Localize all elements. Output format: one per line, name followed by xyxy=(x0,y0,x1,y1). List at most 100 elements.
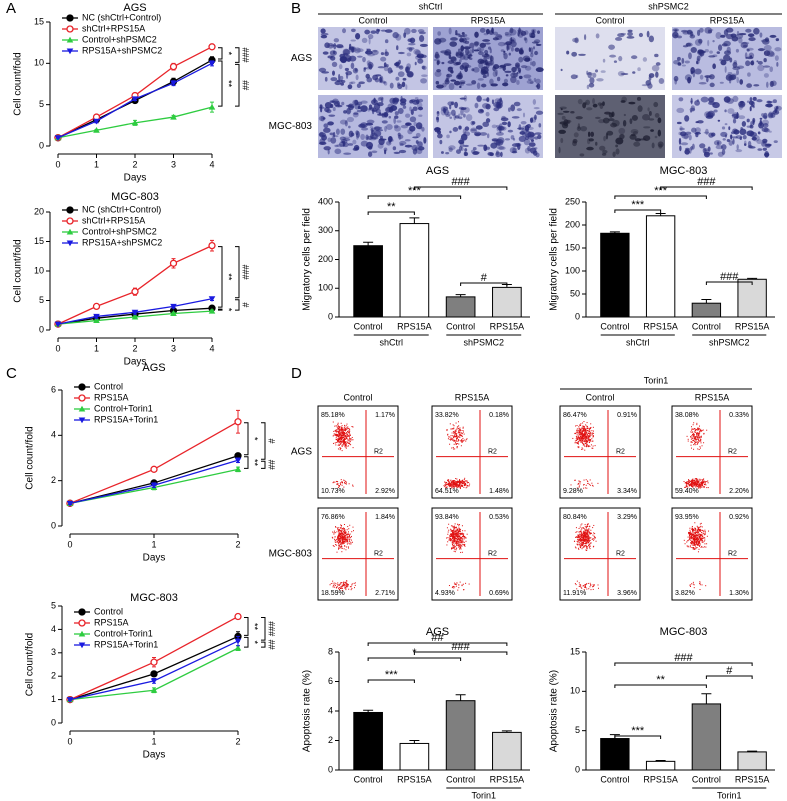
event-dot xyxy=(587,440,589,442)
cell xyxy=(522,112,526,118)
event-dot xyxy=(454,534,456,536)
event-dot xyxy=(700,537,702,539)
cell xyxy=(677,35,682,39)
cell xyxy=(420,54,427,58)
event-dot xyxy=(586,529,588,531)
event-dot xyxy=(591,432,593,434)
event-dot xyxy=(338,486,340,488)
event-dot xyxy=(455,527,457,529)
event-dot xyxy=(577,534,579,536)
cell xyxy=(681,29,689,33)
event-dot xyxy=(586,534,588,536)
event-dot xyxy=(348,442,350,444)
event-dot xyxy=(462,541,464,543)
event-dot xyxy=(704,483,706,485)
event-dot xyxy=(586,435,588,437)
cell xyxy=(735,48,739,53)
cell xyxy=(651,64,660,72)
event-dot xyxy=(452,439,454,441)
event-dot xyxy=(706,429,708,431)
event-dot xyxy=(702,535,704,537)
event-dot xyxy=(581,539,583,541)
event-dot xyxy=(693,422,695,424)
quadrant-percent: 3.34% xyxy=(617,488,637,495)
y-tick-label: 0 xyxy=(39,140,44,150)
event-dot xyxy=(577,442,579,444)
y-tick-label: 400 xyxy=(318,196,333,206)
cell xyxy=(526,79,534,84)
event-dot xyxy=(703,537,705,539)
event-dot xyxy=(454,583,456,585)
cell xyxy=(724,109,727,113)
event-dot xyxy=(694,483,696,485)
event-dot xyxy=(581,587,583,589)
x-tick-label: 4 xyxy=(209,343,214,353)
marker xyxy=(93,313,100,320)
event-dot xyxy=(580,529,582,531)
event-dot xyxy=(342,437,344,439)
cell xyxy=(406,46,415,50)
event-dot xyxy=(341,536,343,538)
event-dot xyxy=(345,540,347,542)
event-dot xyxy=(340,443,342,445)
event-dot xyxy=(454,533,456,535)
event-dot xyxy=(704,534,706,536)
cell xyxy=(450,37,458,41)
cell xyxy=(505,74,509,77)
cell xyxy=(774,55,779,61)
event-dot xyxy=(456,532,458,534)
event-dot xyxy=(468,482,470,484)
cell xyxy=(618,55,623,62)
cell xyxy=(602,58,606,63)
cell xyxy=(751,136,757,141)
event-dot xyxy=(584,586,586,588)
event-dot xyxy=(579,431,581,433)
event-dot xyxy=(697,531,699,533)
event-dot xyxy=(688,532,690,534)
event-dot xyxy=(457,436,459,438)
event-dot xyxy=(586,524,588,526)
cell xyxy=(489,48,492,54)
event-dot xyxy=(346,534,348,536)
cell xyxy=(472,151,479,156)
event-dot xyxy=(576,425,578,427)
cell xyxy=(628,101,636,105)
event-dot xyxy=(692,540,694,542)
cell xyxy=(418,114,423,117)
event-dot xyxy=(581,447,583,449)
event-dot xyxy=(696,534,698,536)
event-dot xyxy=(702,530,704,532)
significance-bracket xyxy=(244,617,249,636)
event-dot xyxy=(701,486,703,488)
event-dot xyxy=(587,530,589,532)
event-dot xyxy=(458,533,460,535)
event-dot xyxy=(453,482,455,484)
event-dot xyxy=(698,428,700,430)
event-dot xyxy=(579,534,581,536)
event-dot xyxy=(694,542,696,544)
event-dot xyxy=(695,527,697,529)
cell xyxy=(736,76,739,84)
event-dot xyxy=(692,537,694,539)
cell xyxy=(592,103,598,108)
event-dot xyxy=(346,535,348,537)
event-dot xyxy=(336,586,338,588)
event-dot xyxy=(349,543,351,545)
cell xyxy=(397,71,405,78)
event-dot xyxy=(577,536,579,538)
event-dot xyxy=(581,430,583,432)
event-dot xyxy=(455,444,457,446)
cell xyxy=(458,34,466,38)
event-dot xyxy=(589,582,591,584)
cell xyxy=(333,38,340,43)
cell xyxy=(503,42,508,46)
event-dot xyxy=(453,525,455,527)
event-dot xyxy=(344,535,346,537)
x-tick-label: 2 xyxy=(132,159,137,169)
x-tick-label: 1 xyxy=(94,159,99,169)
event-dot xyxy=(589,533,591,535)
cell xyxy=(704,27,713,34)
cell xyxy=(373,49,378,53)
event-dot xyxy=(453,435,455,437)
cell xyxy=(766,81,769,88)
